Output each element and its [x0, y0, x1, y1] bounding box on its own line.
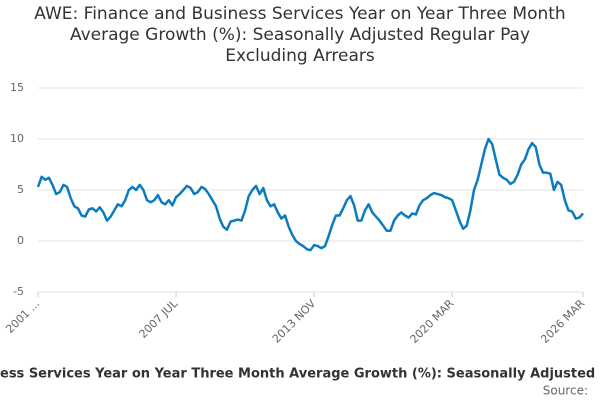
- x-tick-label: 2020 MAR: [408, 297, 457, 346]
- x-tick-label: 2026 MAR: [538, 297, 587, 346]
- y-tick-label: -5: [13, 285, 24, 298]
- x-tick-label: 2001 ...: [3, 297, 42, 336]
- x-tick-label: 2013 NOV: [270, 297, 319, 346]
- y-tick-label: 0: [17, 234, 24, 247]
- x-tick-label: 2007 JUL: [137, 296, 181, 340]
- y-tick-label: 15: [10, 81, 24, 94]
- y-tick-label: 10: [10, 132, 24, 145]
- y-tick-label: 5: [17, 183, 24, 196]
- chart-title: AWE: Finance and Business Services Year …: [34, 4, 566, 66]
- data-line: [36, 137, 584, 252]
- x-axis-label: ess Services Year on Year Three Month Av…: [0, 367, 600, 382]
- source: Source:: [543, 384, 588, 398]
